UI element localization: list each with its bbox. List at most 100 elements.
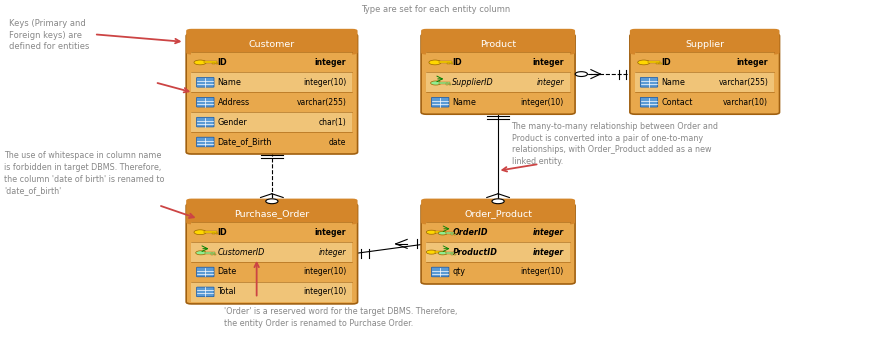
Bar [191, 214, 352, 222]
Bar [446, 83, 448, 85]
FancyBboxPatch shape [421, 29, 574, 55]
Text: CustomerID: CustomerID [217, 248, 264, 257]
Text: ID: ID [452, 58, 461, 67]
FancyBboxPatch shape [196, 97, 214, 107]
Bar [454, 234, 455, 235]
Circle shape [426, 230, 436, 234]
Text: integer: integer [318, 248, 346, 257]
Bar [434, 231, 445, 233]
Text: char(1): char(1) [318, 118, 346, 127]
FancyBboxPatch shape [421, 34, 574, 114]
FancyBboxPatch shape [196, 287, 214, 297]
Text: ID: ID [217, 58, 227, 67]
FancyBboxPatch shape [186, 199, 357, 224]
FancyBboxPatch shape [421, 199, 574, 224]
Text: integer(10): integer(10) [520, 98, 563, 107]
Text: Date_of_Birth: Date_of_Birth [217, 138, 272, 146]
Bar [634, 92, 773, 112]
Text: integer(10): integer(10) [520, 268, 563, 276]
Text: varchar(10): varchar(10) [722, 98, 767, 107]
Bar [447, 63, 449, 64]
Bar [426, 222, 569, 242]
Text: Name: Name [660, 78, 684, 87]
Bar [439, 82, 449, 84]
Text: ID: ID [217, 228, 227, 237]
FancyBboxPatch shape [196, 78, 214, 87]
Bar [634, 52, 773, 72]
Circle shape [491, 199, 504, 204]
Bar [191, 72, 352, 92]
Text: The use of whitespace in column name
is forbidden in target DBMS. Therefore,
the: The use of whitespace in column name is … [4, 151, 164, 195]
Circle shape [430, 81, 441, 85]
Text: Address: Address [217, 98, 249, 107]
Text: integer: integer [736, 58, 767, 67]
Text: Type are set for each entity column: Type are set for each entity column [361, 5, 510, 14]
Text: 'Order' is a reserved word for the target DBMS. Therefore,
the entity Order is r: 'Order' is a reserved word for the targe… [224, 307, 457, 328]
Bar [212, 233, 215, 234]
Text: integer: integer [315, 228, 346, 237]
Bar [191, 132, 352, 152]
Bar [450, 63, 453, 64]
Text: varchar(255): varchar(255) [296, 98, 346, 107]
Text: integer: integer [532, 248, 563, 257]
Bar [647, 61, 660, 63]
Bar [441, 252, 443, 254]
Text: integer: integer [532, 58, 563, 67]
Bar [426, 52, 569, 72]
FancyBboxPatch shape [640, 97, 657, 107]
FancyBboxPatch shape [431, 97, 448, 107]
Bar [426, 92, 569, 112]
Bar [439, 61, 451, 63]
Text: varchar(255): varchar(255) [718, 78, 767, 87]
Bar [634, 72, 773, 92]
Text: Name: Name [217, 78, 241, 87]
Text: Customer: Customer [249, 40, 295, 49]
Bar [634, 44, 773, 52]
Bar [216, 233, 218, 234]
Bar [454, 254, 455, 255]
Text: Supplier: Supplier [685, 40, 723, 49]
Circle shape [574, 72, 587, 76]
Text: integer(10): integer(10) [302, 78, 346, 87]
FancyBboxPatch shape [186, 29, 357, 55]
Bar [191, 92, 352, 112]
FancyBboxPatch shape [629, 29, 779, 55]
Text: integer: integer [535, 78, 563, 87]
Bar [191, 44, 352, 52]
Bar [426, 262, 569, 282]
Text: ID: ID [660, 58, 670, 67]
Text: integer(10): integer(10) [302, 287, 346, 296]
Circle shape [265, 199, 278, 204]
Bar [211, 253, 213, 255]
Bar [655, 63, 658, 64]
Bar [445, 233, 454, 234]
Circle shape [426, 250, 436, 254]
Bar [659, 63, 661, 64]
Bar [191, 282, 352, 302]
Text: Product: Product [480, 40, 515, 49]
Bar [426, 72, 569, 92]
Bar [451, 253, 453, 255]
Bar [445, 252, 454, 254]
Circle shape [438, 251, 447, 255]
Text: Total: Total [217, 287, 236, 296]
FancyBboxPatch shape [431, 267, 448, 277]
FancyBboxPatch shape [186, 204, 357, 304]
Bar [204, 231, 216, 233]
Text: integer: integer [315, 58, 346, 67]
FancyBboxPatch shape [640, 78, 657, 87]
Bar [444, 233, 447, 234]
FancyBboxPatch shape [186, 34, 357, 154]
Bar [191, 262, 352, 282]
Bar [448, 84, 451, 85]
Bar [216, 63, 218, 64]
Text: Keys (Primary and
Foreign keys) are
defined for entities: Keys (Primary and Foreign keys) are defi… [9, 19, 89, 51]
Bar [204, 252, 215, 254]
Bar [451, 234, 453, 235]
FancyBboxPatch shape [196, 117, 214, 127]
Bar [426, 242, 569, 262]
Text: integer(10): integer(10) [302, 268, 346, 276]
Circle shape [194, 230, 206, 235]
Circle shape [194, 60, 206, 65]
Text: The many-to-many relationship between Order and
Product is converted into a pair: The many-to-many relationship between Or… [511, 122, 718, 166]
